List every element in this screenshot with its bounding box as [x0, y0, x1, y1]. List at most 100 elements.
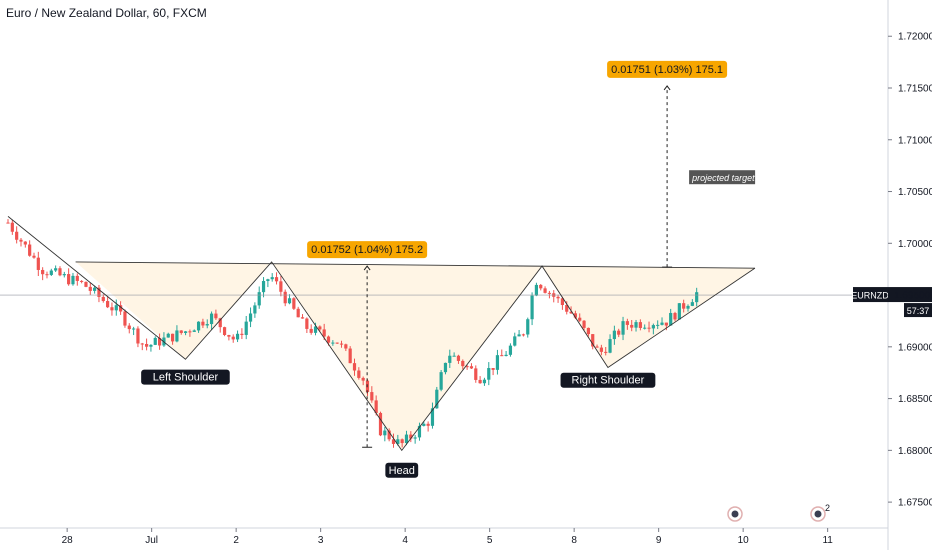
candle-body — [54, 268, 58, 271]
candle-body — [10, 222, 14, 232]
candle-body — [296, 308, 300, 318]
time-tick-label: Jul — [145, 535, 158, 546]
time-tick-label: 2 — [233, 535, 239, 546]
candle-body — [556, 296, 560, 299]
candle-body — [67, 274, 71, 285]
candle-body — [521, 334, 526, 336]
candle-body — [214, 313, 218, 319]
measure-arrow-2 — [663, 85, 671, 91]
event-icon-1-inner — [731, 510, 739, 518]
candle-body — [352, 363, 357, 371]
candle-body — [378, 412, 383, 436]
candle-body — [404, 434, 409, 444]
candle-body — [526, 319, 530, 335]
pattern-zigzag — [7, 216, 756, 452]
annotation-right-shoulder: Right Shoulder — [572, 375, 645, 387]
annotations-layer: Left Shoulder Head Right Shoulder — [141, 369, 656, 478]
candle-body — [170, 333, 175, 342]
candle-body — [257, 292, 261, 306]
candle-body — [686, 305, 690, 309]
candle-body — [677, 303, 681, 320]
measure-label-2: 0.01751 (1.03%) 175.1 — [611, 64, 723, 76]
time-tick-label: 10 — [738, 535, 750, 546]
candle-body — [491, 368, 495, 370]
annotation-box-2 — [560, 372, 656, 388]
price-axis[interactable]: 1.72000 1.71500 1.71000 1.70500 1.70000 1.695… — [851, 0, 932, 550]
candle-body — [235, 333, 240, 340]
candle-body — [426, 423, 430, 426]
candle-body — [157, 337, 162, 346]
candle-body — [209, 313, 214, 325]
candle-body — [274, 277, 279, 282]
candle-body — [495, 355, 500, 370]
candle-body — [543, 288, 547, 293]
candle-body — [335, 342, 339, 344]
candle-body — [331, 342, 335, 344]
candle-body — [266, 279, 270, 282]
candle-body — [344, 344, 348, 349]
time-tick-label: 4 — [402, 535, 408, 546]
candle-body — [106, 301, 110, 308]
price-tick-label: 1.70500 — [898, 187, 932, 198]
price-tick-label: 1.67500 — [898, 498, 932, 509]
candle-body — [439, 372, 443, 390]
candle-body — [166, 333, 170, 338]
candle-body — [660, 322, 664, 325]
candle-body — [80, 280, 84, 282]
measure-label-1: 0.01752 (1.04%) 175.2 — [311, 244, 423, 256]
time-axis[interactable]: 28 Jul 2 3 4 5 8 9 10 11 2 — [0, 503, 888, 546]
time-tick-label: 5 — [487, 535, 493, 546]
candle-body — [305, 318, 309, 329]
candle-body — [482, 379, 487, 384]
candle-body — [599, 347, 603, 352]
candle-body — [15, 231, 19, 240]
candle-body — [313, 326, 318, 333]
candle-body — [348, 348, 352, 364]
candle-body — [58, 268, 62, 276]
price-tick-label: 1.71000 — [898, 135, 932, 146]
annotation-box-1 — [385, 462, 419, 478]
candle-body — [400, 439, 404, 444]
last-price-box — [888, 287, 932, 303]
symbol-tag-box — [853, 287, 888, 303]
candle-body — [500, 355, 504, 357]
candle-body — [32, 255, 36, 258]
candle-body — [283, 291, 287, 304]
candle-body — [41, 269, 45, 275]
candle-body — [417, 425, 422, 438]
candle-body — [132, 328, 136, 330]
candle-body — [391, 439, 396, 444]
candle-body — [586, 327, 590, 335]
projected-target-box — [689, 170, 756, 185]
time-tick-label: 3 — [318, 535, 324, 546]
event-icon-2-inner — [814, 510, 822, 518]
candle-body — [140, 343, 144, 345]
candle-body — [695, 292, 699, 303]
candle-body — [231, 336, 235, 340]
candle-body — [448, 355, 452, 363]
candle-body — [634, 322, 638, 328]
last-price-label: 1.69500 — [894, 291, 931, 302]
candle-body — [682, 303, 686, 309]
candle-body — [461, 360, 465, 367]
candle-body — [36, 257, 40, 270]
candle-body — [93, 287, 97, 291]
annotation-left-shoulder: Left Shoulder — [153, 372, 219, 384]
candle-body — [465, 366, 469, 368]
candle-body — [469, 366, 474, 369]
candle-body — [409, 434, 413, 439]
time-tick-label: 28 — [62, 535, 74, 546]
candle-body — [357, 370, 361, 378]
candle-body — [452, 355, 456, 357]
candle-body — [123, 311, 127, 326]
candle-body — [23, 241, 27, 245]
countdown-label: 57:37 — [907, 306, 930, 316]
candle-body — [62, 274, 66, 276]
measure-arrow-1 — [363, 265, 371, 271]
candle-body — [595, 346, 599, 348]
candle-body — [153, 337, 157, 345]
candle-body — [183, 331, 188, 333]
candle-body — [175, 330, 179, 342]
candle-body — [84, 281, 88, 287]
